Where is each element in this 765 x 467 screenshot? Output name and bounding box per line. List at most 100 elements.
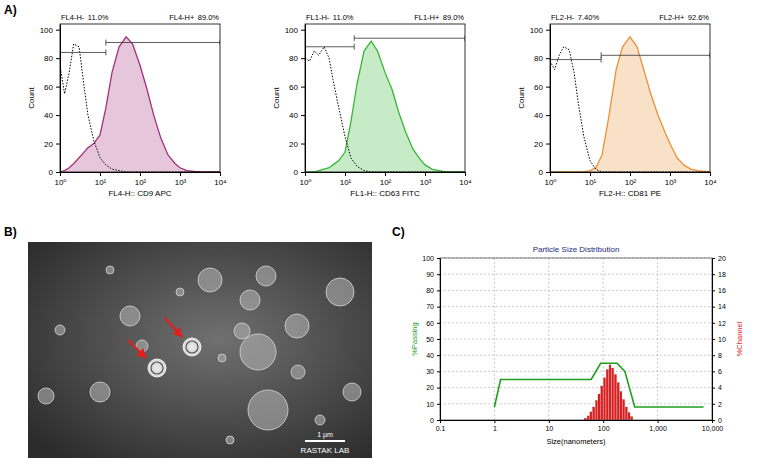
y-axis-tick-mark [56, 115, 60, 116]
y2-axis-tick-mark [712, 388, 715, 389]
y-axis-tick-label: 40 [534, 111, 543, 120]
y-axis-tick: 100 [40, 26, 60, 35]
y-axis-tick-label: 80 [44, 54, 53, 63]
exosome-ring [151, 362, 163, 374]
y-axis-tick: 60 [426, 320, 440, 327]
plot-frame [305, 24, 465, 172]
y2-axis-tick-mark [712, 420, 715, 421]
scale-bar-label: 1 μm [317, 431, 333, 439]
x-axis-tick-label: 10⁰ [544, 178, 556, 187]
y-axis-tick: 80 [44, 54, 60, 63]
y2-axis-tick-label: 20 [718, 255, 726, 262]
y-axis-tick-mark [546, 115, 550, 116]
y-axis-tick-label: 60 [426, 320, 434, 327]
gate-name: FL4-H+ [169, 13, 195, 22]
vesicle [106, 266, 114, 274]
arrow [128, 340, 146, 358]
x-axis-tick-mark [670, 172, 671, 176]
y-axis-tick-mark [437, 339, 440, 340]
y-axis: 020406080100 [530, 25, 551, 178]
control-line [305, 47, 465, 172]
y-axis-tick-label: 50 [426, 336, 434, 343]
y2-axis-title: %Channel [735, 321, 744, 356]
y-axis-tick: 0 [49, 168, 60, 177]
flow-panel: FL1-H-11.0%FL1-H+89.0%10⁰10¹10²10³10⁴020… [272, 13, 472, 198]
x-axis-tick-mark [180, 172, 181, 176]
gate-name: FL2-H- [551, 13, 575, 22]
x-axis-tick-label: 10³ [665, 178, 677, 187]
y-axis-tick-label: 100 [40, 26, 54, 35]
x-axis-title: FL1-H:: CD63 FITC [350, 189, 420, 198]
plot-area [305, 35, 465, 172]
gate-labels: FL4-H-11.0%FL4-H+89.0% [61, 13, 219, 22]
y2-axis-tick-label: 0 [718, 417, 722, 424]
histogram-outline [60, 37, 220, 172]
y-axis: 020406080100 [285, 25, 306, 178]
x-axis-tick: 10⁰ [299, 172, 311, 187]
y-axis-line [440, 259, 441, 421]
exosome-ring [148, 359, 166, 377]
y2-axis-tick-mark [712, 404, 715, 405]
x-axis-tick-mark [220, 172, 221, 176]
y-axis-tick: 80 [534, 54, 550, 63]
x-axis: 0.11101001,00010,000 [436, 420, 724, 432]
x-axis-tick: 10⁴ [214, 172, 227, 187]
gate-labels: FL1-H-11.0%FL1-H+89.0% [306, 13, 464, 22]
y-axis-title: %Passing [410, 322, 419, 355]
x-axis-tick-mark [140, 172, 141, 176]
psd-panel: 0.11101001,00010,00001020304050607080901… [410, 245, 744, 446]
x-axis-tick-label: 10² [135, 178, 147, 187]
grid-line-y [440, 306, 712, 307]
y-axis-tick-mark [546, 30, 550, 31]
y-axis-tick: 100 [285, 26, 305, 35]
y-axis-tick: 30 [426, 368, 440, 375]
y2-axis-tick: 10 [712, 336, 726, 343]
x-axis-tick-label: 0.1 [436, 425, 446, 432]
bar [587, 416, 589, 420]
y-axis-tick-mark [437, 323, 440, 324]
y-axis-tick-label: 60 [44, 83, 53, 92]
x-axis-tick-mark [590, 172, 591, 176]
gate-percent: 11.0% [333, 13, 354, 22]
x-axis-tick-mark [603, 420, 604, 423]
y2-axis-tick-mark [712, 290, 715, 291]
x-axis-tick-mark [100, 172, 101, 176]
y-axis-tick-label: 20 [289, 140, 298, 149]
y-axis-tick-mark [437, 258, 440, 259]
gate-line [60, 49, 106, 55]
bar [628, 413, 630, 420]
y-axis-tick-mark [437, 290, 440, 291]
gate-percent: 92.6% [688, 13, 710, 22]
exosome-ring [186, 341, 198, 353]
y-axis-tick: 100 [422, 255, 440, 262]
grid-line-y [440, 355, 712, 356]
y-axis-tick-label: 0 [539, 168, 544, 177]
bar [620, 392, 622, 420]
y-axis-tick: 60 [289, 83, 305, 92]
vesicle [234, 323, 250, 339]
y2-axis-tick-label: 2 [718, 401, 722, 408]
gate-line [106, 40, 220, 46]
y2-axis-tick-mark [712, 258, 715, 259]
y2-axis-tick-mark [712, 355, 715, 356]
y-axis-tick-mark [56, 58, 60, 59]
x-axis-tick-label: 10⁴ [214, 178, 227, 187]
y2-axis-tick-mark [712, 371, 715, 372]
gate-line [305, 44, 354, 50]
y-axis-tick-mark [546, 58, 550, 59]
x-axis-tick-label: 10 [545, 425, 553, 432]
x-axis-tick-mark [465, 172, 466, 176]
y-axis-tick: 90 [426, 271, 440, 278]
x-axis-tick-label: 1 [493, 425, 497, 432]
vesicle [226, 436, 234, 444]
gate-percent: 7.40% [578, 13, 600, 22]
y2-axis-tick-mark [712, 339, 715, 340]
y-axis-tick-label: 100 [530, 26, 544, 35]
control-line [60, 44, 220, 172]
y-axis-tick-label: 30 [426, 368, 434, 375]
plot-frame [440, 258, 712, 420]
vesicle [285, 314, 309, 338]
y-axis-tick: 60 [44, 83, 60, 92]
grid-line-y [440, 290, 712, 291]
bar [609, 365, 611, 420]
